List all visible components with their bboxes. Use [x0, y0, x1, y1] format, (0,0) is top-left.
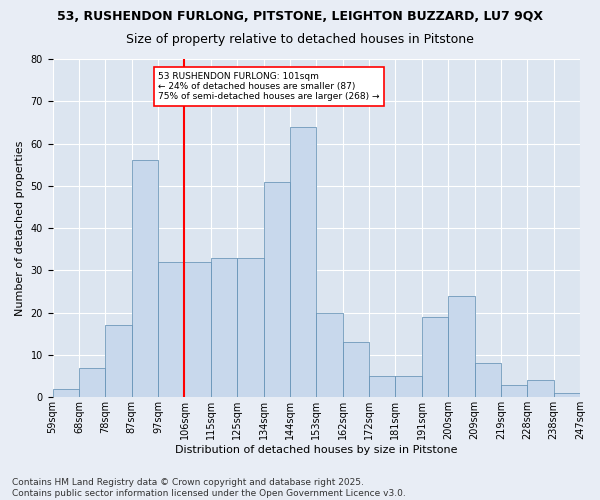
- Bar: [501, 384, 527, 398]
- Bar: [422, 317, 448, 398]
- Bar: [211, 258, 237, 398]
- Bar: [527, 380, 554, 398]
- X-axis label: Distribution of detached houses by size in Pitstone: Distribution of detached houses by size …: [175, 445, 458, 455]
- Bar: [448, 296, 475, 398]
- Bar: [263, 182, 290, 398]
- Bar: [237, 258, 263, 398]
- Bar: [369, 376, 395, 398]
- Bar: [290, 126, 316, 398]
- Bar: [53, 389, 79, 398]
- Bar: [554, 393, 580, 398]
- Text: Contains HM Land Registry data © Crown copyright and database right 2025.
Contai: Contains HM Land Registry data © Crown c…: [12, 478, 406, 498]
- Bar: [106, 326, 132, 398]
- Bar: [79, 368, 106, 398]
- Bar: [316, 312, 343, 398]
- Bar: [343, 342, 369, 398]
- Text: 53 RUSHENDON FURLONG: 101sqm
← 24% of detached houses are smaller (87)
75% of se: 53 RUSHENDON FURLONG: 101sqm ← 24% of de…: [158, 72, 380, 102]
- Y-axis label: Number of detached properties: Number of detached properties: [15, 140, 25, 316]
- Bar: [475, 364, 501, 398]
- Bar: [158, 262, 184, 398]
- Bar: [395, 376, 422, 398]
- Bar: [184, 262, 211, 398]
- Bar: [132, 160, 158, 398]
- Text: Size of property relative to detached houses in Pitstone: Size of property relative to detached ho…: [126, 32, 474, 46]
- Text: 53, RUSHENDON FURLONG, PITSTONE, LEIGHTON BUZZARD, LU7 9QX: 53, RUSHENDON FURLONG, PITSTONE, LEIGHTO…: [57, 10, 543, 23]
